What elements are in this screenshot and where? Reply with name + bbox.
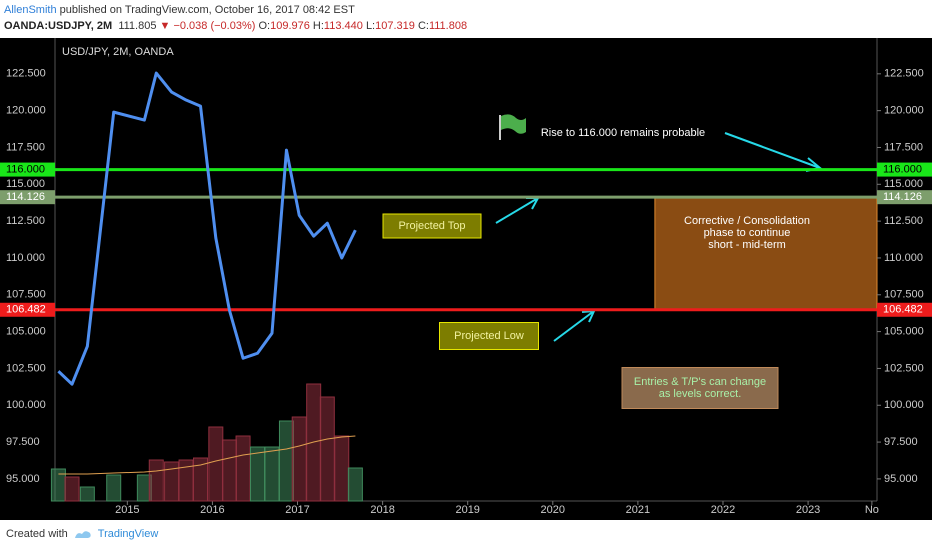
volume-bar xyxy=(278,420,294,502)
level-label-bg xyxy=(0,190,55,205)
level-label-bg xyxy=(877,190,932,205)
annotation-box xyxy=(621,367,779,409)
volume-bar xyxy=(334,435,350,502)
y-tick-label-right: 100.000 xyxy=(884,399,924,411)
level-label: 114.126 xyxy=(883,191,922,203)
y-tick-label: 122.500 xyxy=(6,68,46,80)
y-tick-label: 95.000 xyxy=(6,473,40,485)
annotation-box xyxy=(382,213,482,239)
level-label: 116.000 xyxy=(883,163,922,175)
volume-bar xyxy=(193,457,209,502)
x-tick-label: No xyxy=(865,504,879,516)
y-tick-label: 112.500 xyxy=(6,215,45,227)
y-tick-label: 120.000 xyxy=(6,105,46,117)
author[interactable]: AllenSmith xyxy=(4,4,57,16)
annotation: as levels correct. xyxy=(659,388,742,400)
y-tick-label: 115.000 xyxy=(6,178,45,190)
level-label: 114.126 xyxy=(6,191,45,203)
ohlc: O:109.976 H:113.440 L:107.319 C:111.808 xyxy=(258,20,467,32)
level-label: 106.482 xyxy=(6,304,46,316)
x-tick-label: 2023 xyxy=(796,504,820,516)
x-tick-label: 2015 xyxy=(115,504,139,516)
x-tick-label: 2019 xyxy=(455,504,479,516)
volume-bar xyxy=(347,467,363,502)
y-tick-label-right: 110.000 xyxy=(884,252,923,264)
change: ▼ −0.038 (−0.03%) xyxy=(159,20,256,32)
y-tick-label: 107.500 xyxy=(6,289,46,301)
y-tick-label: 97.500 xyxy=(6,436,40,448)
y-tick-label-right: 95.000 xyxy=(884,473,918,485)
volume-bar xyxy=(250,446,266,502)
level-label: 116.000 xyxy=(6,163,45,175)
ohlc-label: C: xyxy=(417,20,429,32)
volume-bar xyxy=(319,396,335,502)
y-tick-label-right: 107.500 xyxy=(884,289,924,301)
y-tick-label: 105.000 xyxy=(6,326,46,338)
y-tick-label-right: 105.000 xyxy=(884,326,924,338)
ohlc-value: 107.319 xyxy=(375,20,415,32)
volume-bar xyxy=(106,474,122,502)
ohlc-label: L: xyxy=(365,20,376,32)
volume-bar xyxy=(64,476,80,502)
volume-bar xyxy=(148,459,164,502)
y-tick-label-right: 97.500 xyxy=(884,436,918,448)
volume-bar xyxy=(264,446,280,502)
y-tick-label-right: 115.000 xyxy=(884,178,923,190)
annotation: short - mid-term xyxy=(708,239,786,251)
zone xyxy=(654,196,878,311)
ohlc-value: 113.440 xyxy=(323,20,363,32)
ohlc-label: H: xyxy=(312,20,324,32)
ohlc-value: 111.808 xyxy=(428,20,468,32)
y-tick-label-right: 102.500 xyxy=(884,362,924,374)
y-tick-label-right: 112.500 xyxy=(884,215,923,227)
header: AllenSmith published on TradingView.com,… xyxy=(4,2,467,34)
x-tick-label: 2016 xyxy=(200,504,224,516)
level-label-bg xyxy=(877,162,932,177)
chart-title: USD/JPY, 2M, OANDA xyxy=(62,46,174,58)
x-tick-label: 2020 xyxy=(541,504,565,516)
price: 111.805 xyxy=(118,20,157,32)
annotation: phase to continue xyxy=(704,227,791,239)
y-tick-label: 100.000 xyxy=(6,399,46,411)
annotation: Corrective / Consolidation xyxy=(684,215,810,227)
volume-ma xyxy=(58,435,356,475)
volume-bar xyxy=(79,486,95,502)
volume-bar xyxy=(208,426,224,502)
x-tick-label: 2021 xyxy=(626,504,650,516)
level-label-bg xyxy=(0,302,55,317)
y-tick-label: 117.500 xyxy=(6,141,45,153)
y-tick-label-right: 120.000 xyxy=(884,105,924,117)
y-tick-label: 102.500 xyxy=(6,362,46,374)
x-tick-label: 2022 xyxy=(711,504,735,516)
ohlc-value: 109.976 xyxy=(270,20,310,32)
y-tick-label: 110.000 xyxy=(6,252,45,264)
x-tick-label: 2017 xyxy=(285,504,309,516)
annotation-box xyxy=(439,322,539,350)
y-tick-label-right: 122.500 xyxy=(884,68,924,80)
brand[interactable]: TradingView xyxy=(97,528,159,540)
annotation: Projected Low xyxy=(454,330,524,342)
flag xyxy=(499,114,526,140)
created: Created with xyxy=(6,528,68,540)
volume-bar xyxy=(221,439,237,502)
published: published on TradingView.com, October 16… xyxy=(59,4,355,16)
chart: USD/JPY, 2M, OANDA 95.000 95.000 97.500 97.… xyxy=(0,38,932,520)
annotation: Entries & T/P's can change xyxy=(634,376,766,388)
symbol: OANDA:USDJPY, 2M xyxy=(4,20,113,32)
price-line xyxy=(57,71,357,386)
logo xyxy=(74,531,91,538)
volume-bar xyxy=(235,435,251,502)
level-label-bg xyxy=(0,162,55,177)
footer: Created with TradingView xyxy=(6,528,158,540)
level-label: 106.482 xyxy=(883,304,923,316)
y-tick-label-right: 117.500 xyxy=(884,141,923,153)
level-label-bg xyxy=(877,302,932,317)
ohlc-label: O: xyxy=(258,20,271,32)
x-tick-label: 2018 xyxy=(370,504,394,516)
volume-bar xyxy=(291,416,307,502)
annotation: Rise to 116.000 remains probable xyxy=(541,127,705,139)
annotation: Projected Top xyxy=(398,220,465,232)
